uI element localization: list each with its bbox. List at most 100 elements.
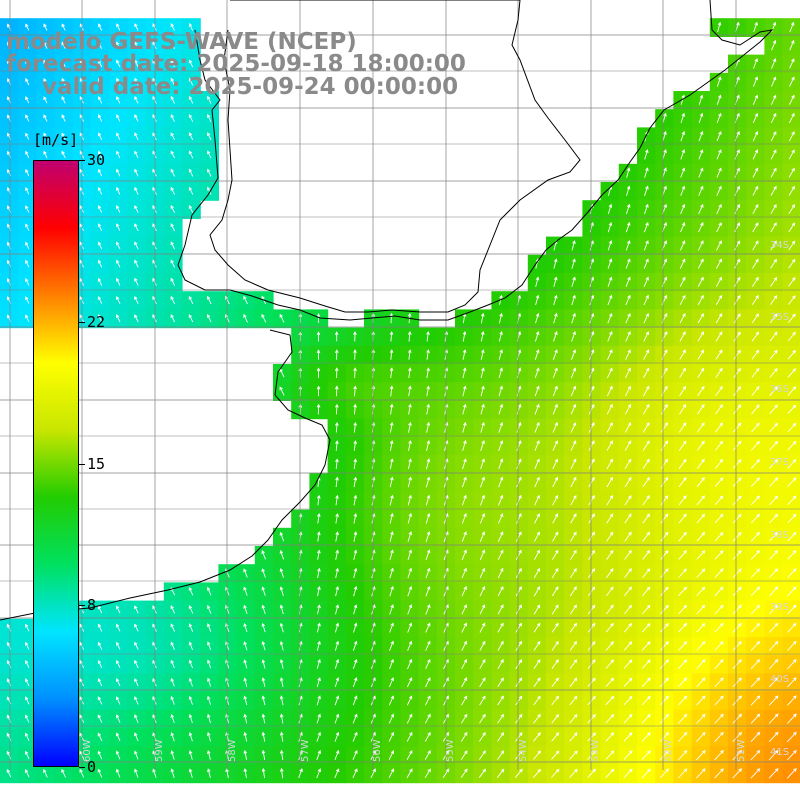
wind-arrow — [623, 695, 633, 706]
wind-arrow — [770, 131, 777, 142]
wind-arrow — [334, 749, 340, 760]
wind-arrow — [769, 495, 779, 506]
wind-arrow — [225, 659, 230, 669]
wind-arrow — [335, 403, 339, 415]
wind-arrow — [97, 696, 103, 705]
wind-arrow — [715, 313, 723, 324]
wind-arrow — [498, 403, 504, 415]
wind-arrow — [116, 241, 121, 250]
wind-arrow — [677, 731, 688, 742]
wind-arrow — [770, 185, 777, 196]
wind-arrow — [606, 422, 613, 433]
wind-arrow — [335, 549, 339, 560]
wind-arrow — [662, 130, 667, 142]
wind-arrow — [733, 386, 742, 397]
wind-arrow — [134, 277, 139, 286]
wind-arrow — [61, 41, 66, 49]
wind-arrow — [97, 186, 103, 195]
wind-arrow — [788, 222, 796, 233]
wind-arrow — [426, 385, 430, 397]
wind-arrow — [261, 622, 266, 633]
wind-arrow — [134, 314, 139, 323]
wind-arrow — [279, 640, 284, 651]
wind-arrow — [624, 549, 632, 560]
wind-arrow — [752, 258, 759, 269]
wind-arrow — [261, 313, 267, 323]
wind-arrow — [170, 23, 175, 31]
wind-arrow — [353, 403, 357, 415]
wind-arrow — [388, 677, 394, 688]
wind-arrow — [697, 367, 705, 379]
wind-arrow — [316, 640, 321, 651]
wind-arrow — [787, 349, 796, 360]
wind-arrow — [261, 604, 266, 615]
wind-arrow — [188, 659, 194, 669]
wind-arrow — [771, 21, 777, 33]
wind-arrow — [769, 422, 779, 433]
wind-arrow — [353, 331, 357, 342]
wind-arrow — [769, 459, 779, 469]
wind-arrow — [335, 585, 340, 597]
wind-arrow — [317, 549, 321, 560]
wind-arrow — [334, 367, 339, 379]
wind-arrow — [753, 58, 758, 69]
wind-arrow — [317, 567, 321, 578]
wind-arrow — [425, 549, 431, 561]
wind-arrow — [480, 367, 485, 379]
wind-arrow — [43, 41, 48, 49]
wind-arrow — [188, 114, 194, 122]
wind-arrow — [207, 768, 211, 779]
wind-arrow — [515, 640, 523, 651]
wind-arrow — [188, 204, 194, 213]
wind-arrow — [316, 349, 321, 360]
wind-arrow — [533, 604, 541, 615]
wind-arrow — [770, 240, 777, 251]
wind-arrow — [134, 768, 139, 778]
wind-arrow — [625, 240, 631, 251]
wind-arrow — [606, 513, 614, 524]
wind-arrow — [426, 421, 431, 433]
wind-arrow — [188, 132, 194, 141]
wind-arrow — [97, 41, 103, 49]
latitude-label: 34S — [770, 240, 789, 251]
wind-arrow — [589, 240, 594, 251]
wind-arrow — [426, 330, 430, 342]
wind-arrow — [787, 586, 797, 597]
wind-arrow — [624, 440, 632, 451]
wind-arrow — [425, 458, 431, 470]
wind-arrow — [424, 695, 431, 706]
wind-arrow — [606, 586, 614, 597]
wind-arrow — [732, 749, 743, 761]
wind-arrow — [188, 77, 194, 86]
wind-arrow — [769, 404, 778, 415]
wind-arrow — [642, 604, 651, 615]
wind-arrow — [479, 531, 486, 542]
wind-arrow — [389, 440, 394, 451]
wind-arrow — [298, 768, 303, 779]
wind-arrow — [641, 768, 651, 779]
wind-arrow — [116, 314, 121, 323]
wind-arrow — [116, 205, 121, 213]
wind-arrow — [696, 731, 706, 742]
wind-arrow — [787, 331, 796, 342]
wind-arrow — [97, 678, 103, 687]
wind-arrow — [734, 222, 741, 233]
wind-arrow — [479, 622, 486, 633]
wind-arrow — [787, 640, 797, 651]
wind-arrow — [170, 714, 175, 724]
colorbar-tick-label: 0 — [87, 758, 97, 776]
wind-arrow — [134, 696, 139, 705]
wind-arrow — [605, 641, 614, 651]
wind-arrow — [170, 314, 176, 323]
wind-arrow — [714, 659, 724, 670]
wind-arrow — [97, 77, 103, 86]
wind-arrow — [243, 313, 248, 323]
wind-arrow — [587, 641, 596, 651]
wind-arrow — [389, 385, 394, 397]
wind-arrow — [696, 458, 705, 469]
wind-arrow — [425, 476, 431, 488]
wind-arrow — [516, 403, 522, 415]
wind-arrow — [408, 385, 412, 397]
wind-arrow — [353, 604, 358, 615]
wind-arrow — [97, 659, 103, 668]
